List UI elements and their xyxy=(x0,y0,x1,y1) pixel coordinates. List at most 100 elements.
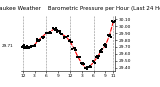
Point xyxy=(69,41,71,42)
Point xyxy=(90,66,93,68)
Point xyxy=(86,68,89,70)
Point xyxy=(76,56,79,57)
Point xyxy=(45,32,48,34)
Point xyxy=(49,32,51,33)
Point xyxy=(97,55,100,57)
Point xyxy=(70,42,73,43)
Point xyxy=(95,56,97,58)
Point xyxy=(29,45,32,47)
Text: 29.71: 29.71 xyxy=(2,44,13,48)
Point xyxy=(74,49,77,50)
Point xyxy=(34,45,37,46)
Point xyxy=(41,36,43,38)
Point xyxy=(45,32,48,33)
Point xyxy=(21,46,24,48)
Point xyxy=(104,44,107,45)
Point xyxy=(98,51,101,52)
Point xyxy=(27,47,29,48)
Point xyxy=(63,37,65,38)
Point xyxy=(109,36,112,38)
Point xyxy=(31,45,34,46)
Point xyxy=(86,68,89,69)
Point xyxy=(25,47,28,48)
Point xyxy=(23,45,26,46)
Point xyxy=(39,39,41,40)
Point xyxy=(113,20,116,22)
Point xyxy=(50,32,52,33)
Point xyxy=(57,30,60,31)
Point xyxy=(53,28,56,30)
Point xyxy=(43,36,45,38)
Point xyxy=(26,46,28,47)
Point xyxy=(82,63,85,65)
Point xyxy=(60,33,63,34)
Point xyxy=(82,63,85,64)
Point xyxy=(80,63,83,64)
Point xyxy=(96,56,99,57)
Point xyxy=(80,62,83,63)
Point xyxy=(100,50,103,51)
Point xyxy=(113,22,116,23)
Point xyxy=(25,47,28,48)
Point xyxy=(108,35,111,37)
Point xyxy=(100,49,103,50)
Point xyxy=(74,49,76,50)
Point xyxy=(41,36,44,37)
Point xyxy=(68,40,71,42)
Point xyxy=(23,45,25,46)
Point xyxy=(78,56,81,57)
Point xyxy=(103,44,106,45)
Point xyxy=(65,36,67,37)
Point xyxy=(59,30,61,31)
Point xyxy=(56,29,58,31)
Point xyxy=(75,56,78,58)
Point xyxy=(56,31,58,33)
Point xyxy=(86,67,88,68)
Point xyxy=(105,45,107,46)
Point xyxy=(41,36,44,37)
Point xyxy=(47,32,50,33)
Point xyxy=(28,46,30,48)
Point xyxy=(88,67,91,68)
Point xyxy=(69,40,71,41)
Point xyxy=(81,63,84,64)
Point xyxy=(99,51,102,52)
Point xyxy=(78,56,80,57)
Point xyxy=(81,62,83,63)
Point xyxy=(49,32,51,33)
Point xyxy=(56,31,59,32)
Point xyxy=(107,36,110,37)
Point xyxy=(97,57,99,58)
Point xyxy=(21,46,23,48)
Point xyxy=(96,56,99,57)
Point xyxy=(21,46,24,47)
Point xyxy=(49,31,52,32)
Text: Milwaukee Weather    Barometric Pressure per Hour (Last 24 Hours): Milwaukee Weather Barometric Pressure pe… xyxy=(0,6,160,11)
Point xyxy=(93,62,95,63)
Point xyxy=(52,27,55,29)
Point xyxy=(88,66,91,67)
Point xyxy=(39,39,41,41)
Point xyxy=(30,46,32,48)
Point xyxy=(76,57,79,58)
Point xyxy=(107,35,109,36)
Point xyxy=(87,67,89,68)
Point xyxy=(73,48,75,49)
Point xyxy=(58,30,61,31)
Point xyxy=(92,60,94,62)
Point xyxy=(104,46,107,47)
Point xyxy=(111,20,113,22)
Point xyxy=(33,44,36,46)
Point xyxy=(33,45,36,46)
Point xyxy=(54,29,56,31)
Point xyxy=(97,57,100,58)
Point xyxy=(27,48,30,49)
Point xyxy=(37,39,40,41)
Point xyxy=(84,67,87,68)
Point xyxy=(35,38,38,40)
Point xyxy=(57,30,60,32)
Point xyxy=(61,34,63,35)
Point xyxy=(77,57,80,58)
Point xyxy=(84,67,87,69)
Point xyxy=(109,34,112,35)
